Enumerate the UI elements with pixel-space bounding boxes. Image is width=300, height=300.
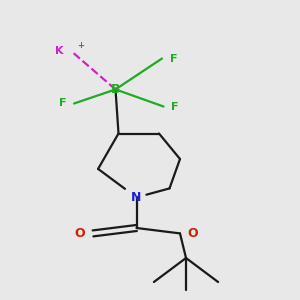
Text: N: N — [131, 191, 142, 204]
Text: F: F — [169, 53, 177, 64]
Text: O: O — [75, 227, 86, 240]
Text: K: K — [55, 46, 64, 56]
Text: O: O — [188, 227, 198, 240]
Text: F: F — [59, 98, 67, 109]
Text: F: F — [171, 101, 178, 112]
Text: B: B — [111, 83, 120, 96]
Text: +: + — [77, 40, 84, 50]
